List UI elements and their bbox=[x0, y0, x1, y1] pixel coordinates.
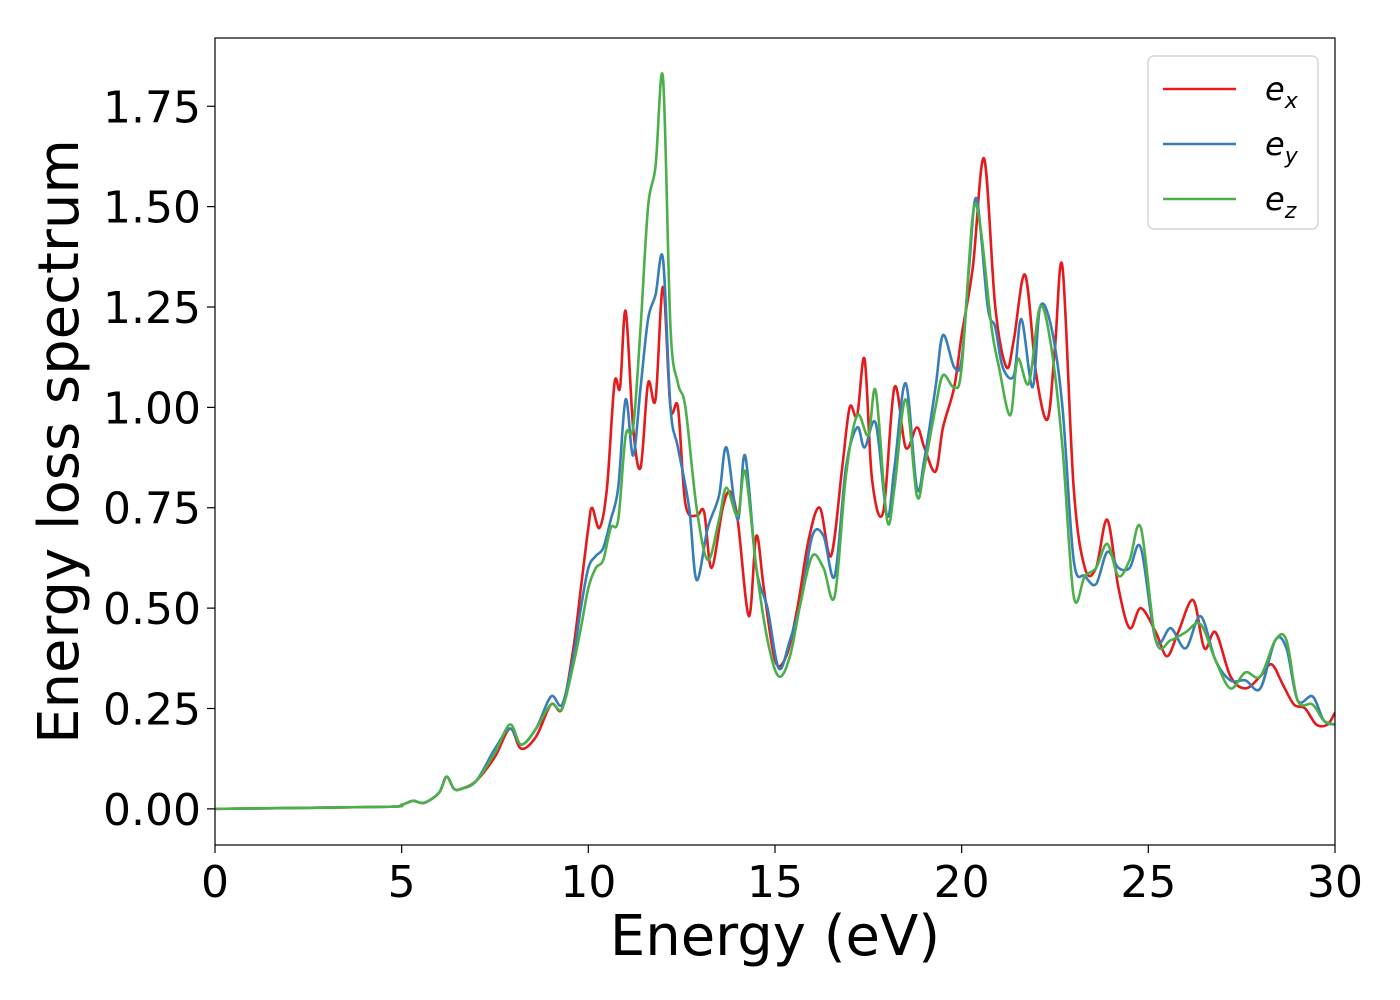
series-line-y bbox=[215, 196, 1335, 811]
y-tick-label: 0.50 bbox=[103, 584, 201, 635]
legend-entry-y: ey bbox=[1265, 125, 1299, 169]
x-tick-label: 5 bbox=[388, 857, 416, 908]
y-tick-label: 0.75 bbox=[103, 484, 201, 535]
y-tick-label: 1.00 bbox=[103, 383, 201, 434]
series-line-z bbox=[215, 72, 1335, 811]
x-tick-label: 25 bbox=[1120, 857, 1176, 908]
x-axis-ticks: 0 5 10 15 20 25 30 bbox=[201, 845, 1363, 908]
x-tick-label: 0 bbox=[201, 857, 229, 908]
legend-entry-z: ez bbox=[1265, 180, 1297, 224]
series-line-x bbox=[215, 157, 1335, 811]
x-tick-label: 10 bbox=[560, 857, 616, 908]
x-tick-label: 30 bbox=[1307, 857, 1363, 908]
legend-box bbox=[1147, 55, 1319, 230]
y-axis-label: Energy loss spectrum bbox=[27, 139, 92, 744]
y-tick-label: 1.25 bbox=[103, 283, 201, 334]
y-axis-ticks: 0.00 0.25 0.50 0.75 1.00 1.25 1.50 1.75 bbox=[103, 82, 215, 836]
y-tick-label: 0.00 bbox=[103, 785, 201, 836]
y-tick-label: 1.75 bbox=[103, 82, 201, 133]
legend: ex ey ez bbox=[1147, 55, 1319, 230]
x-tick-label: 15 bbox=[747, 857, 803, 908]
y-tick-label: 0.25 bbox=[103, 684, 201, 735]
x-tick-label: 20 bbox=[934, 857, 990, 908]
x-axis-label: Energy (eV) bbox=[610, 904, 940, 969]
legend-entry-x: ex bbox=[1265, 70, 1299, 114]
series-lines bbox=[215, 72, 1335, 811]
y-tick-label: 1.50 bbox=[103, 183, 201, 234]
